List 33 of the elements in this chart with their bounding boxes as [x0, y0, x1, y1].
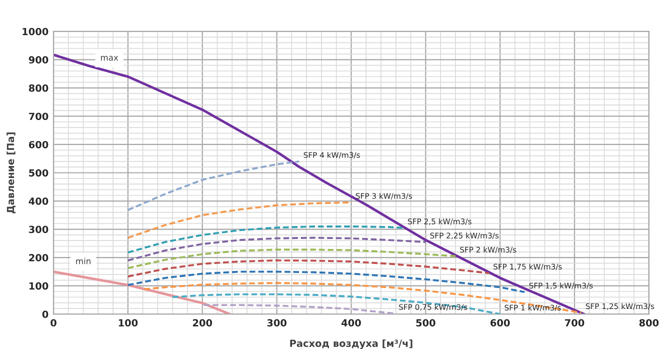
line-series	[126, 236, 427, 262]
line-series	[202, 304, 396, 314]
y-tick-label: 300	[29, 226, 48, 234]
y-tick-label: 500	[29, 169, 48, 177]
y-tick-label: 1000	[22, 28, 48, 36]
line-series	[54, 270, 232, 314]
x-tick-label: 800	[639, 319, 659, 326]
line-series	[126, 248, 456, 269]
line-series	[172, 293, 502, 314]
x-tick-label: 400	[342, 319, 361, 326]
x-axis-title: Расход воздуха [м³/ч]	[290, 339, 412, 349]
annotation: min	[76, 258, 90, 264]
y-tick-label: 600	[28, 140, 48, 148]
y-tick-label: 900	[28, 56, 48, 64]
x-tick-label: 100	[118, 319, 138, 326]
annotation: max	[101, 56, 118, 61]
y-tick-label: 100	[29, 282, 48, 290]
x-tick-label: 0	[50, 319, 56, 326]
y-tick-label: 0	[42, 310, 48, 318]
line-series	[126, 270, 526, 294]
x-tick-label: 200	[192, 319, 212, 326]
x-tick-label: 700	[565, 319, 584, 326]
y-axis-title: Давление [Па]	[6, 132, 16, 214]
line-series	[126, 259, 490, 278]
x-tick-label: 600	[490, 319, 510, 326]
x-tick-label: 500	[416, 319, 436, 326]
y-tick-label: 200	[29, 254, 48, 262]
x-tick-label: 300	[267, 319, 286, 326]
line-series	[126, 225, 404, 254]
y-tick-label: 700	[29, 112, 48, 120]
y-tick-label: 400	[28, 198, 48, 205]
line-series	[126, 160, 300, 212]
y-tick-label: 800	[28, 84, 48, 92]
